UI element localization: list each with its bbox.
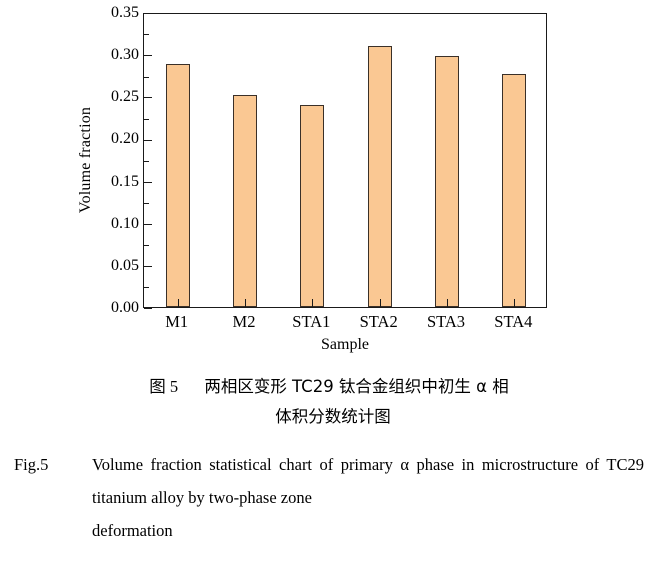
y-axis-major-tick [144,223,152,225]
caption-english-figure-number: Fig.5 [14,455,49,474]
caption-chinese-line1: 两相区变形 TC29 钛合金组织中初生 α 相 [204,377,509,396]
y-axis-major-tick [144,266,152,268]
bar-sta3 [435,55,459,307]
caption-chinese: 图 5 两相区变形 TC29 钛合金组织中初生 α 相 体积分数统计图 [0,372,658,432]
x-axis-tick-label: STA1 [292,312,331,331]
x-axis-tick-label: STA4 [494,312,533,331]
y-axis-minor-tick [144,287,149,289]
bar-m2 [233,94,257,307]
y-axis-minor-tick [144,245,149,247]
y-axis-minor-tick [144,160,149,162]
y-axis-major-tick [144,308,152,310]
y-axis-minor-tick [144,76,149,78]
y-axis-tick-label: 0.15 [111,172,139,190]
y-axis-tick-label: 0.35 [111,4,139,21]
bar-sta4 [502,74,527,307]
x-axis-major-tick [245,299,246,307]
x-axis-major-tick [447,299,448,307]
y-axis-tick-label: 0.20 [111,130,139,148]
caption-english-body: Volume fraction statistical chart of pri… [92,448,644,547]
y-axis-tick-label: 0.30 [111,46,139,64]
x-axis-tick-label: M2 [232,312,256,331]
caption-chinese-line2: 体积分数统计图 [275,407,391,426]
x-axis-tick-labels: M1 M2 STA1 STA2 STA3 STA4 [143,312,547,336]
y-axis-major-tick [144,13,152,15]
plot-area [143,13,547,310]
y-axis-tick-label: 0.10 [111,214,139,232]
y-axis-minor-tick [144,202,149,204]
x-axis-label: Sample [321,336,369,353]
x-axis-major-tick [177,299,179,307]
bar-sta2 [367,45,392,307]
y-axis-minor-tick [144,118,149,120]
y-axis-major-tick [144,55,152,57]
caption-english-line3: deformation [92,521,173,540]
y-axis-major-tick [144,97,152,99]
bar-sta1 [300,104,325,307]
y-axis-tick-label: 0.25 [111,88,139,106]
y-axis-major-tick [144,139,152,141]
y-axis-minor-tick [144,34,149,36]
y-axis-tick-labels: 0.00 0.05 0.10 0.15 0.20 0.25 0.30 0.35 [94,5,139,316]
x-axis-major-tick [312,299,314,307]
figure-volume-fraction-chart: Volume fraction 0.00 0.05 0.10 0.15 0.20 0.25… [77,5,547,353]
bar-m1 [165,64,190,307]
x-axis-tick-label: M1 [165,312,189,331]
x-axis-tick-label: STA3 [426,312,466,331]
caption-english-line2: microstructure of TC29 titanium alloy by… [92,455,644,507]
x-axis-tick-label: STA2 [359,312,398,331]
caption-english: Fig.5 Volume fraction statistical chart … [14,448,644,547]
y-axis-tick-label: 0.05 [111,256,139,274]
y-axis-label-text: Volume fraction [77,106,94,214]
caption-english-line1: Volume fraction statistical chart of pri… [92,455,475,474]
x-axis-major-tick [514,299,516,307]
caption-chinese-figure-number: 图 5 [149,377,179,396]
y-axis-tick-label: 0.00 [111,299,139,316]
y-axis-major-tick [144,181,152,183]
x-axis-major-tick [379,299,381,307]
